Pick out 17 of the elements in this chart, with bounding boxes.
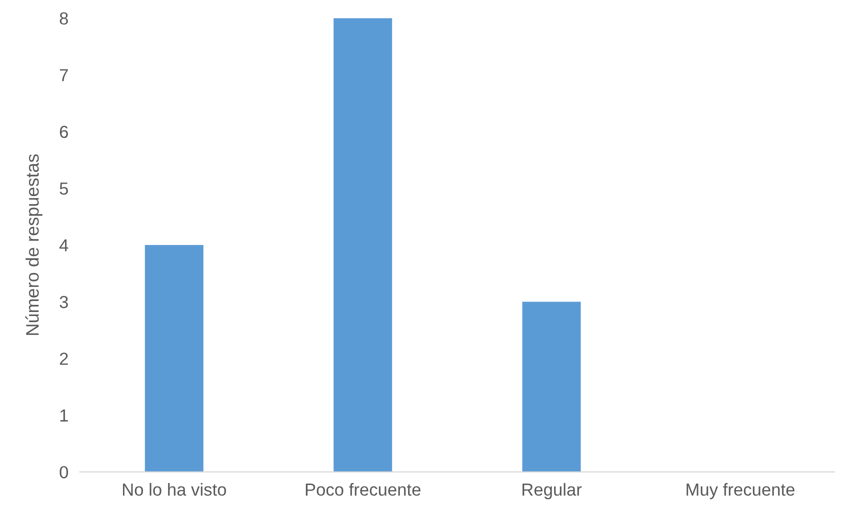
bar bbox=[522, 302, 581, 472]
y-tick-label: 4 bbox=[59, 239, 68, 252]
x-tick-label: Poco frecuente bbox=[306, 483, 420, 496]
y-tick-label: 8 bbox=[60, 12, 68, 25]
y-tick-label: 6 bbox=[60, 126, 68, 138]
y-tick-label: 5 bbox=[60, 182, 68, 195]
y-tick-label: 2 bbox=[60, 352, 68, 365]
bar bbox=[334, 18, 392, 472]
bar bbox=[144, 245, 204, 472]
x-tick-label: No lo ha visto bbox=[122, 483, 226, 496]
y-tick-label: 1 bbox=[60, 410, 68, 422]
y-tick-label: 7 bbox=[60, 69, 68, 82]
y-axis-title: Número de respuestas bbox=[25, 154, 42, 335]
x-tick-label: Muy frecuente bbox=[686, 483, 794, 500]
x-tick-label: Regular bbox=[522, 483, 582, 500]
y-tick-label: 0 bbox=[60, 466, 68, 478]
y-tick-label: 3 bbox=[60, 296, 68, 308]
